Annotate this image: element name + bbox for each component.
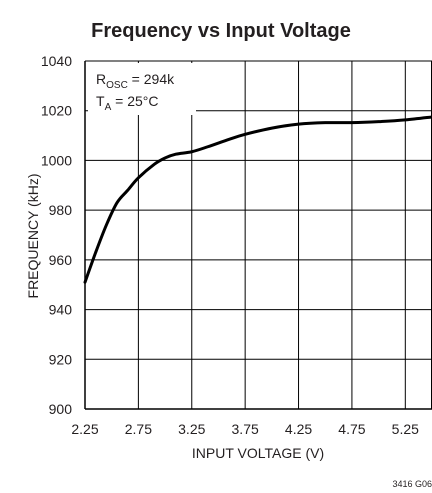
x-tick-label: 4.25 <box>285 421 312 437</box>
y-tick-label: 940 <box>49 302 73 318</box>
y-tick-label: 980 <box>49 202 73 218</box>
y-tick-label: 1040 <box>41 53 72 69</box>
x-tick-label: 5.25 <box>392 421 419 437</box>
series-line <box>83 115 432 284</box>
y-tick-label: 900 <box>49 401 73 417</box>
x-axis-label: INPUT VOLTAGE (V) <box>192 445 324 461</box>
annotation-text: ROSC = 294k <box>96 71 175 91</box>
y-tick-label: 1000 <box>41 152 72 168</box>
y-tick-label: 920 <box>49 351 73 367</box>
annotation-background <box>88 63 196 115</box>
x-tick-label: 3.75 <box>232 421 259 437</box>
y-tick-label: 960 <box>49 252 73 268</box>
chart-series-group <box>83 115 432 284</box>
x-tick-label: 4.75 <box>338 421 365 437</box>
x-tick-label: 2.25 <box>71 421 98 437</box>
chart-ticks: 900 920 940 960 980 1000 1020 1040 2.25 2.75 3.25 3… <box>41 53 419 437</box>
chart-grid <box>84 60 432 410</box>
x-tick-label: 2.75 <box>125 421 152 437</box>
chart-title: Frequency vs Input Voltage <box>91 20 351 42</box>
annotation-text: TA = 25°C <box>96 93 158 113</box>
y-tick-label: 1020 <box>41 103 72 119</box>
figure-code: 3416 G06 <box>392 479 432 489</box>
x-tick-label: 3.25 <box>178 421 205 437</box>
y-axis-label: FREQUENCY (kHz) <box>25 174 41 299</box>
